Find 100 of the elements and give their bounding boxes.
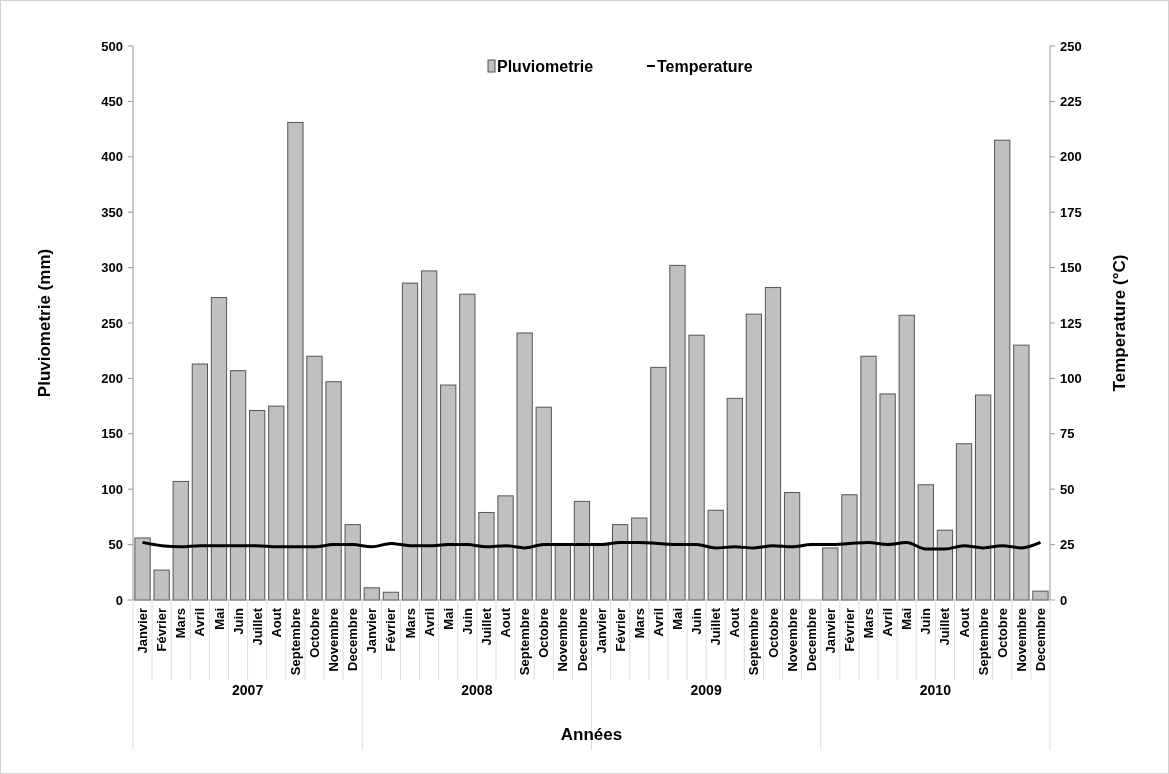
x-tick-label: Mars (173, 608, 189, 639)
y-tick-label: 50 (108, 537, 123, 553)
x-tick-label: Octobre (994, 608, 1010, 658)
x-axis-title: Années (560, 725, 623, 744)
x-tick-label: Juillet (937, 607, 953, 646)
y2-axis-title: Temperature (°C) (1110, 254, 1129, 392)
y-tick-label: 400 (101, 149, 123, 165)
y-axis-title: Pluviometrie (mm) (35, 248, 54, 398)
x-tick-label: Janvier (135, 608, 151, 654)
y2-tick-label: 225 (1060, 93, 1082, 109)
y-tick-label: 0 (115, 592, 123, 608)
x-tick-label: Mai (670, 608, 686, 630)
x-tick-label: Mars (631, 608, 647, 639)
x-tick-label: Septembre (975, 608, 991, 676)
x-tick-label: Septembre (746, 608, 762, 676)
bar (440, 384, 457, 601)
bar (898, 314, 915, 601)
line-series (141, 540, 1042, 551)
y2-tick-label: 100 (1060, 370, 1082, 386)
y2-tick-label: 0 (1060, 592, 1068, 608)
legend-label: Temperature (657, 58, 753, 75)
x-tick-label: Novembre (784, 608, 800, 672)
x-tick-label: Juillet (249, 607, 265, 646)
x-tick-label: Octobre (765, 608, 781, 658)
y2-tick-label: 125 (1060, 315, 1082, 331)
bar (764, 287, 782, 601)
y2-tick-label: 175 (1060, 204, 1082, 220)
y2-tick-label: 250 (1060, 38, 1082, 54)
x-tick-label: Février (841, 608, 857, 652)
bar (401, 282, 419, 601)
x-tick-label: Janvier (822, 608, 838, 654)
x-tick-label: Octobre (536, 608, 552, 658)
x-tick-label: Avril (650, 608, 666, 637)
bar (688, 334, 705, 601)
bar (363, 587, 380, 601)
y2-tick-label: 150 (1060, 260, 1082, 276)
x-tick-label: Juin (918, 607, 934, 635)
bar (726, 397, 743, 601)
bar (841, 494, 858, 601)
y-tick-label: 450 (101, 93, 123, 109)
x-tick-label: Aout (268, 607, 284, 638)
bar (172, 480, 189, 601)
bar (344, 524, 361, 601)
bar (497, 495, 514, 601)
y2-tick-label: 200 (1060, 149, 1082, 165)
x-tick-label: Mars (402, 608, 418, 639)
bar (994, 139, 1011, 601)
y-tick-label: 300 (101, 260, 123, 276)
bar (535, 406, 552, 601)
text: 2010 (919, 682, 952, 698)
x-tick-label: Avril (880, 608, 896, 637)
y2-tick-label: 75 (1060, 426, 1075, 442)
bar (822, 547, 839, 601)
bar (936, 529, 954, 601)
x-tick-label: Decembre (574, 608, 590, 671)
y-tick-label: 200 (101, 370, 123, 386)
x-tick-label: Decembre (345, 608, 361, 671)
x-tick-label: Decembre (1033, 608, 1048, 671)
bar (516, 332, 533, 601)
x-tick-label: Juillet (708, 607, 724, 646)
bar (955, 443, 973, 601)
text: 2008 (461, 682, 493, 698)
bar (249, 410, 266, 601)
bar (268, 405, 285, 601)
x-tick-label: Janvier (364, 608, 380, 654)
x-tick-label: Mai (899, 608, 915, 630)
x-tick-label: Avril (421, 608, 437, 637)
bar (650, 366, 667, 601)
x-tick-label: Aout (498, 607, 514, 638)
bar (707, 509, 724, 601)
bar (860, 355, 877, 601)
bar (974, 394, 992, 601)
x-tick-label: Aout (727, 607, 743, 638)
y-tick-label: 350 (101, 204, 123, 220)
x-tick-label: Mai (440, 608, 456, 630)
bar (420, 270, 438, 601)
bar (325, 381, 342, 601)
y-tick-label: 250 (101, 315, 123, 331)
x-tick-label: Juillet (478, 607, 494, 646)
bar (306, 355, 323, 601)
bar (134, 537, 151, 601)
bar (1032, 590, 1049, 601)
legend-label: Pluviometrie (497, 58, 594, 75)
text: 2009 (690, 682, 722, 698)
bar (745, 313, 763, 601)
bar (783, 492, 801, 601)
bar (191, 363, 209, 601)
y2-tick-label: 50 (1060, 481, 1075, 497)
bar (879, 393, 896, 601)
x-tick-label: Novembre (1013, 608, 1029, 672)
bar (478, 511, 495, 601)
y-tick-label: 500 (101, 38, 123, 54)
x-tick-label: Novembre (555, 608, 571, 672)
bar (1013, 344, 1030, 601)
x-tick-label: Avril (192, 608, 208, 637)
bar (917, 484, 934, 601)
text: 2007 (232, 682, 264, 698)
bar (459, 293, 476, 601)
bar (669, 264, 686, 601)
x-tick-label: Aout (956, 607, 972, 638)
